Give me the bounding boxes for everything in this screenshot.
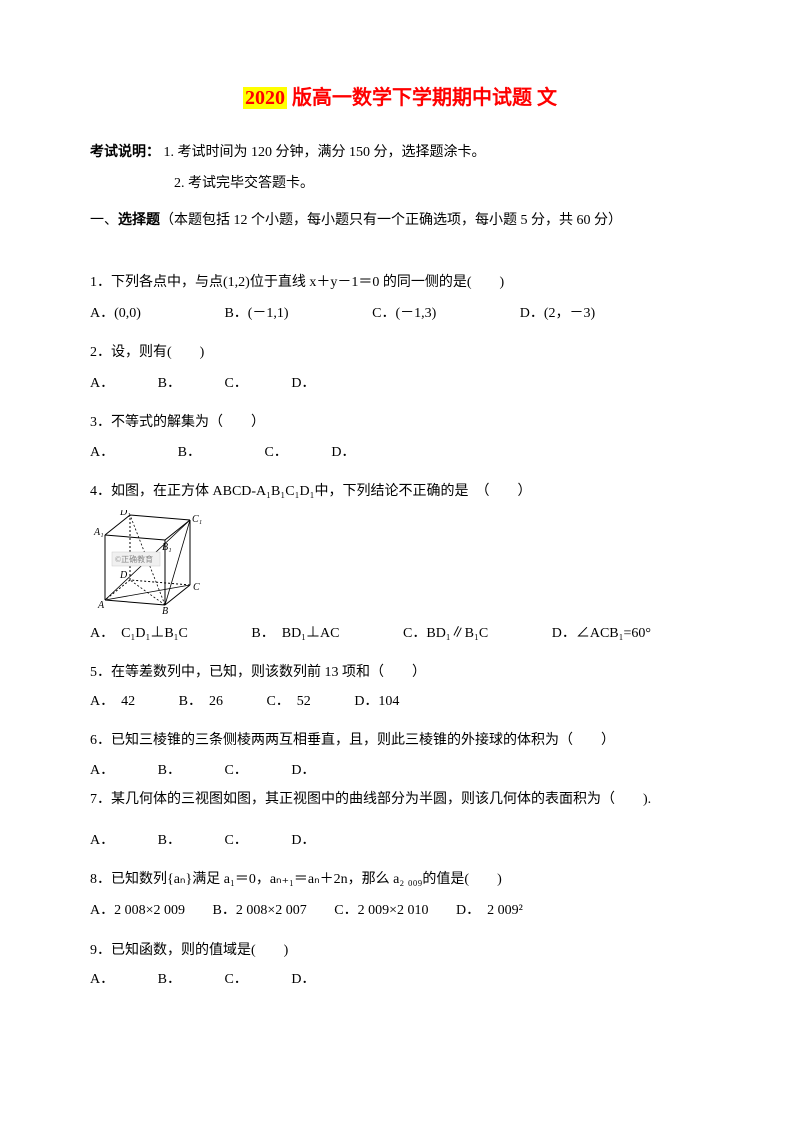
title-year: 2020 xyxy=(243,87,287,109)
q3-opt-d: D． xyxy=(331,440,355,465)
q6-opt-d: D． xyxy=(291,758,315,783)
q7-opt-d: D． xyxy=(291,828,315,853)
q3-opt-a: A． xyxy=(90,440,114,465)
svg-text:B₁: B₁ xyxy=(162,542,172,553)
q3-opt-b: B． xyxy=(178,440,201,465)
question-1-options: A．(0,0) B．(－1,1) C．(－1,3) D．(2，－3) xyxy=(90,301,710,326)
question-8: 8．已知数列{aₙ}满足 a₁＝0，aₙ₊₁＝aₙ＋2n，那么 a₂ ₀₀₉的值… xyxy=(90,867,710,892)
q2-opt-a: A． xyxy=(90,371,114,396)
question-1: 1．下列各点中，与点(1,2)位于直线 x＋y－1＝0 的同一侧的是( ) xyxy=(90,270,710,295)
q5-opt-a: A． 42 xyxy=(90,689,135,714)
question-5: 5．在等差数列中，已知，则该数列前 13 项和（ ） xyxy=(90,660,710,685)
q9-opt-d: D． xyxy=(291,967,315,992)
q1-opt-b: B．(－1,1) xyxy=(224,301,288,326)
instruction-text-1: 1. 考试时间为 120 分钟，满分 150 分，选择题涂卡。 xyxy=(164,145,486,160)
question-4-options: A． C₁D₁⊥B₁C B． BD₁⊥AC C．BD₁∥B₁C D．∠ACB₁=… xyxy=(90,621,710,646)
svg-text:D₁: D₁ xyxy=(119,510,131,518)
q6-opt-a: A． xyxy=(90,758,114,783)
q8-opt-b: B．2 008×2 007 xyxy=(213,898,307,923)
page-title: 2020 版高一数学下学期期中试题 文 xyxy=(90,80,710,116)
svg-text:B: B xyxy=(162,606,168,615)
q8-opt-a: A．2 008×2 009 xyxy=(90,898,185,923)
q2-opt-d: D． xyxy=(291,371,315,396)
question-8-options: A．2 008×2 009 B．2 008×2 007 C．2 009×2 01… xyxy=(90,898,710,923)
svg-text:C: C xyxy=(193,582,200,593)
watermark-text: ©正确教育 xyxy=(115,554,153,564)
question-7-options: A． B． C． D． xyxy=(90,828,710,853)
instruction-line-1: 考试说明： 1. 考试时间为 120 分钟，满分 150 分，选择题涂卡。 xyxy=(90,140,710,165)
q1-opt-a: A．(0,0) xyxy=(90,301,141,326)
q2-opt-c: C． xyxy=(224,371,247,396)
question-5-options: A． 42 B． 26 C． 52 D．104 xyxy=(90,689,710,714)
cube-svg: A B C D A₁ B₁ C₁ D₁ ©正确教育 xyxy=(90,510,210,615)
svg-text:D: D xyxy=(119,570,128,581)
question-6-options: A． B． C． D． xyxy=(90,758,710,783)
q5-opt-c: C． 52 xyxy=(266,689,310,714)
question-3: 3．不等式的解集为（ ） xyxy=(90,410,710,435)
svg-text:A: A xyxy=(97,600,105,611)
section-1-bold: 选择题 xyxy=(118,213,160,228)
q4-opt-a: A． C₁D₁⊥B₁C xyxy=(90,621,188,646)
q1-opt-c: C．(－1,3) xyxy=(372,301,436,326)
instruction-text-2: 2. 考试完毕交答题卡。 xyxy=(174,176,314,191)
q5-opt-d: D．104 xyxy=(354,689,399,714)
q2-opt-b: B． xyxy=(158,371,181,396)
question-9: 9．已知函数，则的值域是( ) xyxy=(90,938,710,963)
q7-opt-a: A． xyxy=(90,828,114,853)
question-9-options: A． B． C． D． xyxy=(90,967,710,992)
question-7: 7．某几何体的三视图如图，其正视图中的曲线部分为半圆，则该几何体的表面积为（ )… xyxy=(90,787,710,812)
q6-opt-c: C． xyxy=(224,758,247,783)
question-3-options: A． B． C． D． xyxy=(90,440,710,465)
section-1-header: 一、选择题（本题包括 12 个小题，每小题只有一个正确选项，每小题 5 分，共 … xyxy=(90,208,710,233)
svg-text:A₁: A₁ xyxy=(93,527,104,538)
instruction-line-2: 2. 考试完毕交答题卡。 xyxy=(90,171,710,196)
question-2: 2．设，则有( ) xyxy=(90,340,710,365)
section-1-rest: （本题包括 12 个小题，每小题只有一个正确选项，每小题 5 分，共 60 分） xyxy=(160,213,622,228)
question-4: 4．如图，在正方体 ABCD-A₁B₁C₁D₁中，下列结论不正确的是 （ ） xyxy=(90,479,710,504)
q7-opt-b: B． xyxy=(158,828,181,853)
q4-opt-d: D．∠ACB₁=60° xyxy=(552,621,651,646)
q9-opt-a: A． xyxy=(90,967,114,992)
q1-opt-d: D．(2，－3) xyxy=(520,301,595,326)
q8-opt-c: C．2 009×2 010 xyxy=(334,898,428,923)
svg-text:C₁: C₁ xyxy=(192,514,202,525)
q8-opt-d: D． 2 009² xyxy=(456,898,523,923)
q7-opt-c: C． xyxy=(224,828,247,853)
q4-opt-c: C．BD₁∥B₁C xyxy=(403,621,488,646)
q9-opt-c: C． xyxy=(224,967,247,992)
section-1-prefix: 一、 xyxy=(90,213,118,228)
q6-opt-b: B． xyxy=(158,758,181,783)
q3-opt-c: C． xyxy=(264,440,287,465)
title-rest: 版高一数学下学期期中试题 文 xyxy=(287,87,557,109)
q5-opt-b: B． 26 xyxy=(179,689,223,714)
instruction-label: 考试说明： xyxy=(90,145,160,160)
question-2-options: A． B． C． D． xyxy=(90,371,710,396)
cube-figure: A B C D A₁ B₁ C₁ D₁ ©正确教育 xyxy=(90,510,210,615)
q9-opt-b: B． xyxy=(158,967,181,992)
q4-opt-b: B． BD₁⊥AC xyxy=(251,621,339,646)
question-6: 6．已知三棱锥的三条侧棱两两互相垂直，且，则此三棱锥的外接球的体积为（ ） xyxy=(90,728,710,753)
